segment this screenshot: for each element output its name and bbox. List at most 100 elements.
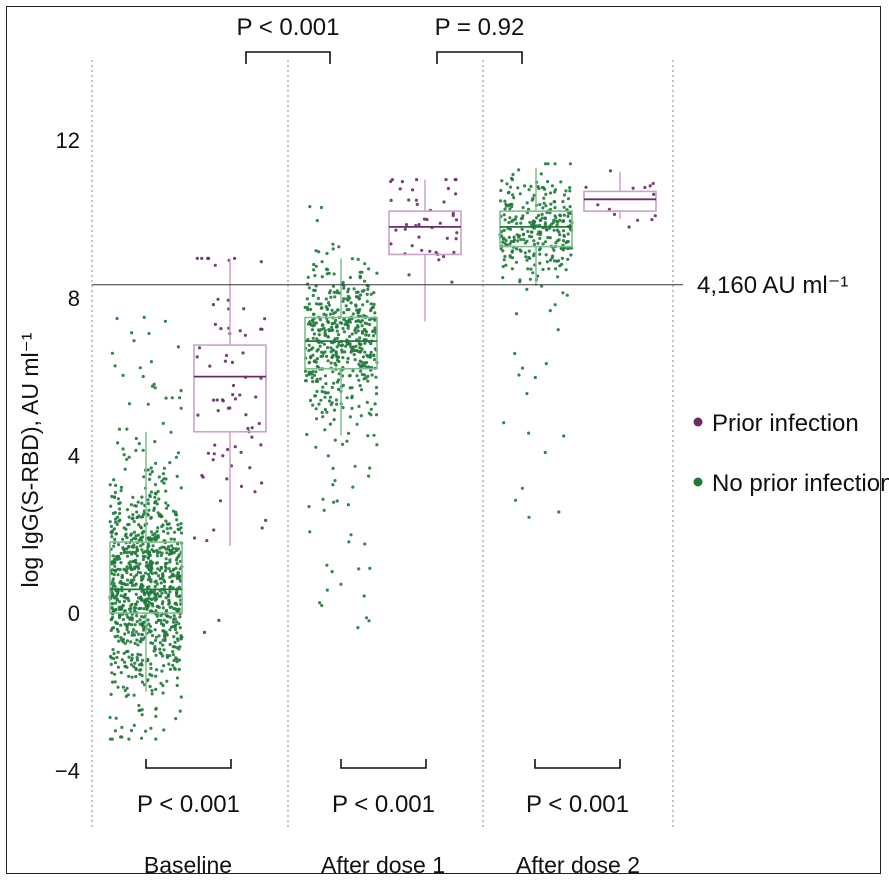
data-point bbox=[135, 510, 139, 514]
data-point bbox=[415, 178, 419, 182]
data-point bbox=[526, 267, 530, 271]
data-point bbox=[360, 289, 364, 293]
data-point bbox=[356, 324, 360, 328]
data-point bbox=[138, 708, 142, 712]
data-point bbox=[536, 241, 540, 245]
data-point bbox=[166, 547, 170, 551]
data-point bbox=[305, 432, 309, 437]
data-point bbox=[651, 181, 655, 186]
data-point bbox=[317, 333, 321, 337]
data-point bbox=[562, 205, 566, 209]
data-point bbox=[113, 680, 117, 684]
data-point bbox=[176, 345, 180, 349]
data-point bbox=[164, 608, 169, 613]
data-point bbox=[242, 307, 246, 311]
data-point bbox=[177, 667, 181, 672]
data-point bbox=[113, 364, 117, 368]
data-point bbox=[310, 372, 314, 376]
data-point bbox=[394, 228, 398, 232]
data-point bbox=[178, 594, 182, 598]
data-point bbox=[113, 569, 117, 573]
data-point bbox=[113, 490, 117, 495]
data-point bbox=[139, 653, 143, 657]
data-point bbox=[451, 213, 455, 218]
data-point bbox=[119, 561, 123, 565]
data-point bbox=[311, 319, 315, 323]
data-point bbox=[425, 217, 429, 222]
data-point bbox=[130, 583, 135, 588]
data-point bbox=[155, 614, 159, 618]
data-point bbox=[543, 162, 548, 166]
data-point bbox=[519, 221, 523, 225]
data-point bbox=[156, 526, 160, 530]
data-point bbox=[121, 546, 125, 550]
data-point bbox=[134, 630, 138, 634]
data-point bbox=[119, 489, 123, 493]
data-point bbox=[501, 249, 505, 253]
data-point bbox=[438, 221, 442, 225]
data-point bbox=[161, 643, 165, 647]
data-point bbox=[520, 486, 525, 490]
data-point bbox=[112, 527, 116, 531]
data-point bbox=[127, 630, 131, 634]
data-point bbox=[528, 256, 532, 260]
data-point bbox=[329, 403, 333, 407]
data-point bbox=[111, 648, 115, 652]
data-point bbox=[134, 668, 138, 672]
data-point bbox=[176, 571, 180, 575]
data-point bbox=[407, 198, 411, 202]
data-point bbox=[149, 666, 153, 671]
data-point bbox=[536, 274, 540, 278]
data-point bbox=[527, 249, 531, 253]
data-point bbox=[148, 477, 152, 481]
data-point bbox=[134, 606, 138, 610]
data-point bbox=[527, 431, 531, 435]
data-point bbox=[648, 184, 652, 188]
panel-dividers bbox=[91, 60, 674, 830]
data-point bbox=[372, 291, 376, 295]
data-point bbox=[159, 581, 163, 585]
data-point bbox=[330, 322, 334, 326]
data-point bbox=[353, 348, 357, 352]
data-point bbox=[147, 508, 151, 512]
data-point bbox=[122, 453, 126, 457]
data-point bbox=[526, 207, 531, 211]
legend-label: No prior infection bbox=[712, 470, 889, 497]
data-point bbox=[508, 254, 512, 258]
data-point bbox=[167, 602, 171, 606]
data-point bbox=[354, 331, 358, 335]
data-point bbox=[348, 386, 352, 390]
data-point bbox=[349, 301, 353, 305]
data-point bbox=[130, 581, 134, 585]
data-point bbox=[154, 714, 158, 719]
data-point bbox=[153, 491, 157, 495]
box bbox=[388, 210, 462, 256]
data-point bbox=[356, 257, 360, 261]
data-point bbox=[135, 554, 139, 558]
data-point bbox=[138, 622, 142, 626]
data-point bbox=[161, 606, 165, 610]
data-point bbox=[160, 602, 164, 606]
data-point bbox=[202, 630, 207, 635]
data-point bbox=[212, 528, 216, 532]
data-point bbox=[499, 247, 503, 251]
data-point bbox=[115, 522, 119, 527]
data-point bbox=[231, 383, 236, 388]
data-point bbox=[369, 407, 373, 411]
data-point bbox=[114, 532, 118, 536]
data-point bbox=[178, 709, 182, 713]
data-point bbox=[134, 561, 138, 565]
data-point bbox=[132, 519, 136, 524]
data-point bbox=[166, 614, 170, 618]
data-point bbox=[132, 339, 136, 343]
data-point bbox=[155, 561, 159, 565]
data-point bbox=[164, 489, 168, 493]
data-point bbox=[133, 641, 137, 646]
data-point bbox=[140, 615, 144, 619]
data-point bbox=[329, 361, 333, 365]
data-point bbox=[334, 398, 339, 402]
data-point bbox=[139, 595, 143, 599]
data-point bbox=[157, 634, 161, 638]
data-point bbox=[153, 585, 157, 589]
data-point bbox=[259, 443, 263, 447]
